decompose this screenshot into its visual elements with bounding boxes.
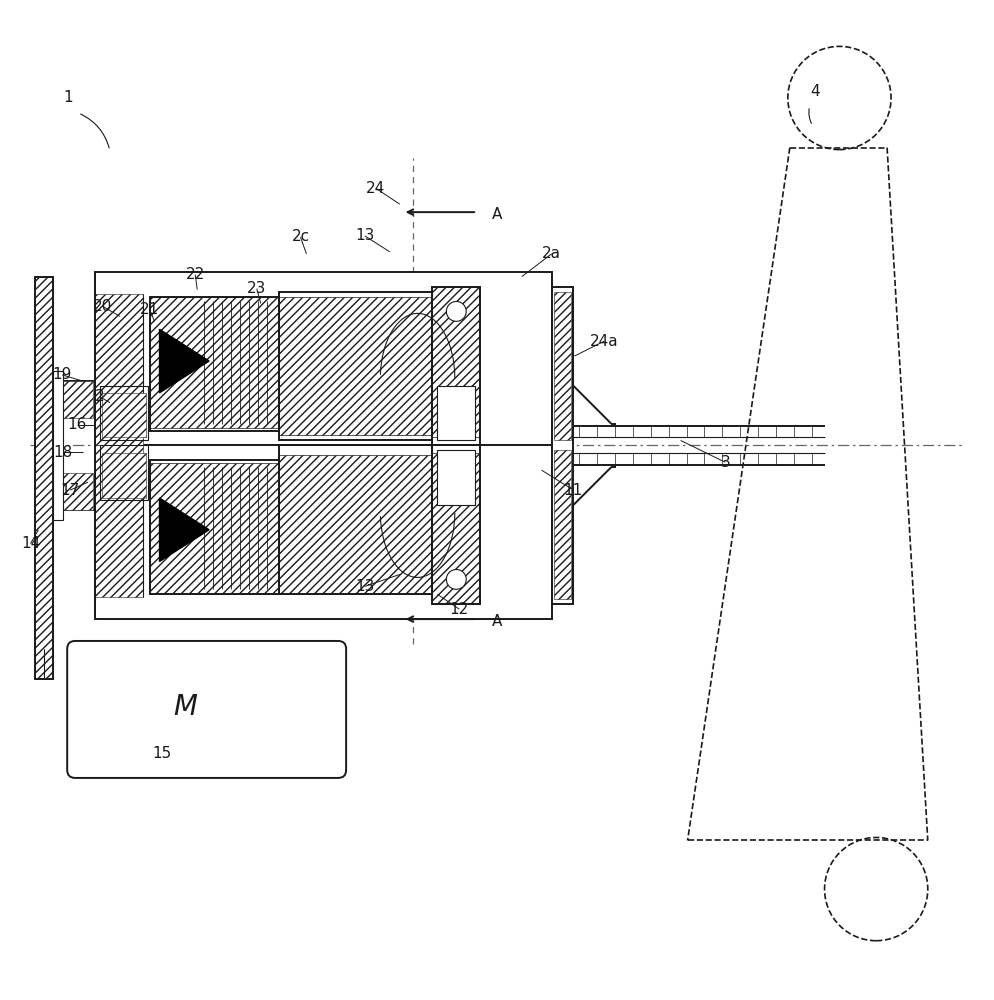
Text: 2: 2 <box>95 389 104 404</box>
Text: A: A <box>492 207 502 222</box>
Text: 20: 20 <box>93 299 112 314</box>
Bar <box>149 297 278 431</box>
Text: 17: 17 <box>61 483 80 498</box>
Text: 19: 19 <box>53 367 72 382</box>
Circle shape <box>825 837 927 941</box>
Bar <box>432 287 480 445</box>
Bar <box>432 287 480 437</box>
Text: 16: 16 <box>68 417 86 432</box>
Text: 21: 21 <box>140 302 159 317</box>
Text: 18: 18 <box>54 445 73 460</box>
Bar <box>102 453 145 498</box>
Bar <box>95 445 142 597</box>
Bar <box>278 292 432 440</box>
Text: M: M <box>174 693 198 721</box>
Bar <box>41 381 93 418</box>
Text: 15: 15 <box>152 746 171 761</box>
Bar <box>437 386 475 440</box>
Bar <box>36 277 54 679</box>
Bar <box>36 277 54 679</box>
Bar <box>149 460 278 594</box>
Bar <box>552 287 574 604</box>
Circle shape <box>446 569 466 589</box>
Text: 24a: 24a <box>589 334 618 349</box>
Bar <box>54 371 64 520</box>
FancyBboxPatch shape <box>68 641 346 778</box>
Text: 1: 1 <box>64 90 73 105</box>
Text: A: A <box>492 614 502 629</box>
Text: 13: 13 <box>355 228 375 243</box>
Bar <box>41 473 93 510</box>
Bar <box>432 453 480 604</box>
Bar <box>95 294 142 445</box>
Circle shape <box>446 301 466 321</box>
Text: 13: 13 <box>355 579 375 594</box>
Bar <box>95 445 552 619</box>
Bar <box>554 292 572 440</box>
Bar <box>278 455 432 594</box>
Text: 23: 23 <box>248 281 266 296</box>
Bar <box>149 297 278 428</box>
Bar <box>432 445 480 604</box>
Text: 11: 11 <box>564 483 583 498</box>
Bar <box>437 450 475 505</box>
Text: 24: 24 <box>366 181 386 196</box>
Polygon shape <box>159 498 209 562</box>
Text: 2a: 2a <box>542 246 561 261</box>
Bar <box>105 272 542 294</box>
Text: 2c: 2c <box>291 229 309 244</box>
Text: 12: 12 <box>449 602 469 617</box>
Bar <box>102 393 145 437</box>
Text: 22: 22 <box>186 267 205 282</box>
Bar <box>100 386 147 440</box>
Bar <box>149 463 278 594</box>
Bar <box>95 272 552 445</box>
Bar <box>105 597 542 619</box>
Bar <box>278 445 432 594</box>
Bar <box>278 297 432 435</box>
Bar <box>100 445 147 500</box>
Bar <box>554 450 572 599</box>
Circle shape <box>788 46 891 150</box>
Text: 3: 3 <box>721 455 731 470</box>
Polygon shape <box>159 329 209 393</box>
Text: 4: 4 <box>810 84 819 99</box>
Text: 14: 14 <box>21 536 40 551</box>
